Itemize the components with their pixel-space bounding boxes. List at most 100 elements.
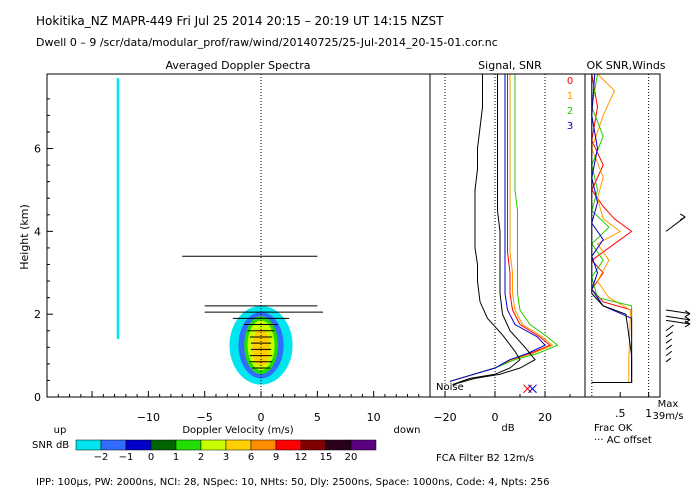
signal-line-2 (449, 74, 559, 382)
wind-barb-head-1 (684, 310, 691, 315)
wind-barb-2 (665, 315, 691, 321)
side-label-down: down (394, 425, 421, 436)
doppler-x-ticks: −10 −5 0 5 10 (57, 391, 420, 424)
header-line1: Hokitika_NZ MAPR-449 Fri Jul 25 2014 20:… (36, 14, 444, 28)
wind-barb-3 (665, 319, 691, 325)
wind-barb-head-2 (684, 319, 691, 324)
filter-label: FCA Filter B2 12m/s (436, 453, 534, 464)
colorbar-cell-0 (75, 439, 102, 451)
colorbar-tick-label: 12 (295, 452, 308, 463)
height-tick-label: 4 (34, 225, 41, 238)
colorbar-label: SNR dB (32, 440, 69, 451)
signal-snr-lines (449, 74, 559, 386)
wind-barbs (665, 213, 691, 363)
colorbar-cell-5 (200, 439, 227, 451)
colorbar-cell-2 (125, 439, 152, 451)
wind-scale-label: Max (658, 399, 679, 410)
colorbar-tick-label: 1 (173, 452, 179, 463)
signal-marker-1 (528, 384, 537, 394)
doppler-x-tick-label: −5 (197, 411, 213, 424)
frac-ok-line-2 (591, 73, 633, 383)
height-axis-label: Height (km) (18, 204, 31, 270)
wind-barb-8 (665, 350, 673, 356)
legend-beam-0: 0 (567, 76, 573, 87)
signal-x-axis-label: dB (501, 423, 514, 434)
colorbar-cell-3 (150, 439, 177, 451)
height-tick-label: 0 (34, 391, 41, 404)
frac-ok-line-3 (591, 73, 633, 383)
signal-line-1 (449, 74, 554, 382)
wind-barb-6 (665, 338, 673, 344)
spectral-width-bars (182, 255, 323, 369)
colorbar-tick-label: 3 (223, 452, 229, 463)
doppler-spectra-title: Averaged Doppler Spectra (165, 59, 310, 72)
colorbar-cell-7 (250, 439, 277, 451)
frac-ok-x-tick-label: 1 (645, 407, 652, 420)
wind-barb-head-2 (684, 316, 691, 321)
wind-barb-head-3 (684, 323, 691, 328)
header-line2: Dwell 0 – 9 /scr/data/modular_prof/raw/w… (36, 36, 498, 49)
colorbar-tick-label: 20 (345, 452, 358, 463)
frac-ok-lines (591, 73, 633, 383)
doppler-x-tick-label: 5 (314, 411, 321, 424)
signal-snr-panel: Signal, SNR −20 0 20 dB Noise (429, 59, 586, 434)
signal-line-3 (449, 74, 546, 382)
signal-x-tick-label: 0 (492, 411, 499, 424)
colorbar-cell-10 (325, 439, 352, 451)
ac-offset-label: ··· AC offset (594, 435, 652, 446)
colorbar-cell-6 (225, 439, 252, 451)
frac-ok-x-ticks: .5 1 (615, 392, 652, 420)
colorbar-tick-label: 6 (248, 452, 254, 463)
colorbar-tick-label: 9 (273, 452, 279, 463)
wind-barb-4 (665, 324, 674, 332)
height-tick-label: 6 (34, 143, 41, 156)
doppler-x-tick-label: 0 (258, 411, 265, 424)
colorbar-cell-4 (175, 439, 202, 451)
colorbar-tick-label: −1 (119, 452, 134, 463)
wind-barb-head-1 (684, 313, 691, 318)
colorbar-cell-1 (100, 439, 127, 451)
signal-line-black-5 (452, 74, 536, 386)
colorbar-cell-8 (275, 439, 302, 451)
signal-x-tick-label: −20 (433, 411, 456, 424)
signal-markers (523, 384, 537, 394)
signal-x-ticks: −20 0 20 (433, 391, 571, 424)
wind-barb-head-0 (679, 213, 686, 218)
frac-ok-x-tick-label: .5 (615, 407, 626, 420)
wind-scale-value: 39m/s (652, 411, 683, 422)
signal-snr-title: Signal, SNR (478, 59, 542, 72)
doppler-x-tick-label: 10 (367, 411, 381, 424)
legend-beam-2: 2 (567, 106, 573, 117)
side-label-up: up (54, 425, 67, 436)
wind-barb-head-0 (679, 216, 686, 221)
wind-barb-9 (665, 357, 672, 363)
frac-ok-label: Frac OK (594, 423, 633, 434)
noise-label: Noise (436, 382, 464, 393)
colorbar-tick-label: −2 (94, 452, 109, 463)
legend-beam-3: 3 (567, 121, 573, 132)
wind-barb-head-3 (684, 320, 691, 325)
height-tick-label: 2 (34, 308, 41, 321)
wind-barb-7 (665, 344, 673, 350)
ok-snr-winds-title: OK SNR,Winds (586, 59, 665, 72)
beam-legend: 0 1 2 3 (567, 76, 573, 132)
colorbar-tick-label: 15 (320, 452, 333, 463)
colorbar-ticks: −2 −1 0 1 2 3 6 9 12 15 20 (94, 452, 358, 463)
doppler-spectra-panel: Averaged Doppler Spectra −10 −5 0 5 10 0246 … (18, 59, 431, 436)
wind-barb-5 (665, 331, 674, 338)
legend-beam-1: 1 (567, 91, 573, 102)
colorbar-cell-9 (300, 439, 327, 451)
ok-snr-winds-panel: OK SNR,Winds 0 1 2 3 .5 1 Frac OK ··· AC off… (567, 59, 691, 446)
ok-snr-winds-frame (584, 73, 661, 398)
doppler-x-tick-label: −10 (137, 411, 160, 424)
colorbar-cells (75, 439, 377, 451)
snr-colorbar: SNR dB −2 −1 0 1 2 3 6 9 12 15 20 (32, 439, 377, 463)
wind-barb-1 (665, 309, 691, 315)
colorbar-tick-label: 2 (198, 452, 204, 463)
signal-line-black-4 (452, 74, 521, 386)
signal-reference-lines (444, 74, 546, 397)
footer-params: IPP: 100µs, PW: 2000ns, NCI: 28, NSpec: … (36, 477, 549, 488)
doppler-y-ticks: 0 2 4 6 (34, 98, 53, 404)
signal-x-tick-label: 20 (538, 411, 552, 424)
